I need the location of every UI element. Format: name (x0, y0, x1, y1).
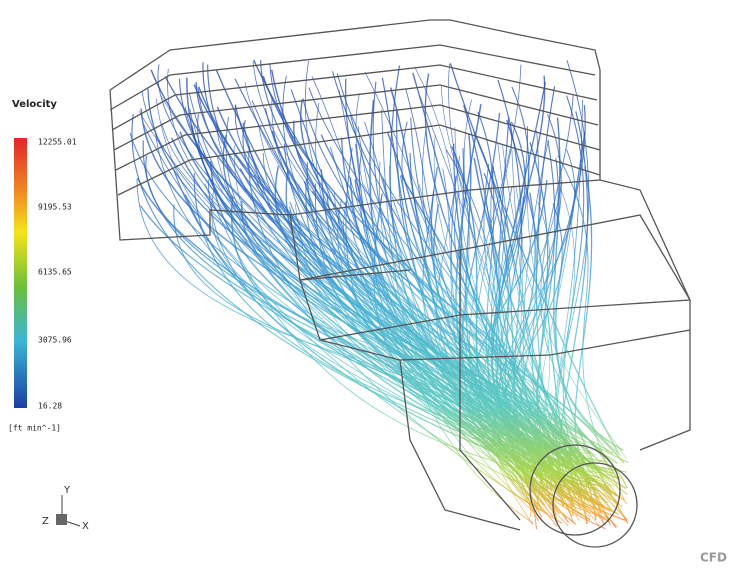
streamline (502, 144, 627, 459)
streamline (251, 100, 629, 464)
streamline (562, 95, 593, 493)
streamline (202, 62, 611, 526)
wire (113, 84, 599, 151)
wire (599, 70, 691, 451)
wire (111, 64, 598, 131)
streamline (381, 109, 546, 513)
streamline (515, 185, 580, 521)
streamline (414, 66, 554, 499)
streamline (463, 99, 550, 499)
streamline (216, 106, 537, 466)
streamline (473, 157, 588, 525)
legend-label: 9195.53 (38, 203, 72, 212)
streamline (262, 75, 619, 480)
axis-triad: Y Z X (42, 485, 89, 532)
streamline (419, 95, 608, 504)
streamline (138, 110, 545, 493)
streamline (506, 119, 588, 512)
legend-label: 12255.01 (38, 138, 77, 147)
axis-label: X (82, 521, 89, 532)
streamline (449, 63, 620, 455)
streamline (412, 72, 566, 463)
axis-label: Y (63, 485, 71, 496)
legend-label: 16.28 (38, 402, 62, 411)
streamlines (129, 59, 629, 530)
wire (299, 279, 521, 531)
streamline (338, 90, 538, 517)
legend-unit: [ft min^-1] (8, 424, 61, 433)
streamline (401, 121, 538, 530)
axis-cube (56, 514, 67, 525)
streamline (252, 61, 607, 526)
wire (117, 124, 601, 196)
outlet (529, 444, 621, 536)
outlet (552, 462, 638, 548)
legend-label: 3075.96 (38, 336, 72, 345)
streamline (248, 146, 563, 524)
streamline (257, 124, 531, 486)
streamline (271, 130, 554, 451)
streamline (173, 204, 618, 497)
wire (115, 104, 601, 171)
wire (109, 19, 601, 91)
streamline (311, 76, 534, 524)
wire (289, 179, 601, 216)
streamline (225, 116, 598, 518)
axis-label: Z (42, 516, 49, 527)
streamline (473, 131, 542, 509)
streamline (535, 86, 592, 502)
streamline (204, 183, 586, 486)
streamline (499, 181, 608, 472)
streamline (207, 64, 618, 515)
streamline (463, 104, 573, 517)
streamline (264, 107, 611, 491)
streamline (497, 141, 619, 471)
streamline (557, 155, 628, 505)
streamline (178, 78, 580, 500)
streamline (448, 63, 579, 516)
wire (109, 44, 596, 111)
streamline (389, 65, 583, 516)
streamline (490, 121, 596, 501)
legend-label: 6135.65 (38, 268, 72, 277)
watermark: CFD (700, 551, 727, 565)
streamline (155, 133, 611, 510)
streamline (558, 111, 589, 508)
legend-title: Velocity (12, 99, 57, 110)
streamline (189, 93, 592, 454)
streamline (303, 181, 537, 468)
duct-wireframe (109, 19, 691, 548)
streamline (329, 146, 541, 510)
colorbar (14, 138, 27, 408)
streamline (161, 122, 543, 497)
wire (459, 250, 521, 521)
wire (299, 214, 691, 301)
streamline (302, 98, 566, 482)
wire (399, 329, 691, 361)
streamline (355, 93, 557, 508)
streamline (553, 117, 624, 451)
streamline (234, 104, 610, 462)
streamline (510, 122, 555, 482)
streamline (190, 125, 584, 465)
